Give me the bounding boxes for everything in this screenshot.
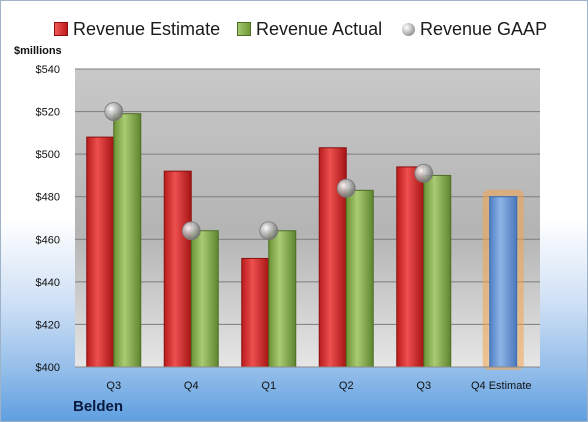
bar-revenue-actual — [423, 174, 452, 368]
x-tick-label: Q4 Estimate — [471, 380, 532, 392]
legend-swatch-circle — [402, 22, 415, 36]
y-tick-label: $440 — [36, 277, 60, 289]
y-tick-label: $540 — [36, 64, 60, 76]
x-tick-label: Q3 — [106, 380, 121, 392]
y-tick-label: $460 — [36, 234, 60, 246]
company-name: Belden — [73, 398, 124, 415]
legend-swatch-green — [237, 22, 251, 36]
gaap-markers — [104, 102, 434, 241]
gaap-marker — [104, 102, 124, 121]
y-axis-unit-label: $millions — [14, 45, 62, 57]
legend-label-gaap: Revenue GAAP — [420, 18, 548, 39]
legend-swatch-red — [54, 22, 68, 36]
legend-label-estimate: Revenue Estimate — [73, 18, 221, 39]
bar-revenue-actual — [113, 113, 142, 368]
bar-revenue-estimate — [163, 170, 192, 368]
gaap-marker — [336, 178, 356, 198]
y-tick-label: $480 — [36, 192, 60, 204]
legend: Revenue Estimate Revenue Actual Revenue … — [1, 16, 587, 42]
x-tick-label: Q3 — [416, 380, 431, 392]
bar-revenue-actual — [190, 230, 219, 368]
bar-revenue-actual — [345, 189, 374, 368]
x-tick-label: Q4 — [184, 380, 199, 392]
x-tick-label: Q2 — [339, 380, 354, 392]
x-tick-label: Q1 — [261, 380, 276, 392]
legend-item-revenue-estimate: Revenue Estimate — [54, 16, 220, 42]
bar-revenue-estimate — [241, 257, 270, 368]
bar-revenue-actual — [268, 230, 297, 368]
gaap-marker — [181, 221, 201, 241]
x-axis-ticks: Q3 Q4 Q1 Q2 Q3 Q4 Estimate — [106, 380, 531, 392]
gaap-marker — [259, 221, 279, 241]
y-axis-ticks: $400 $420 $440 $460 $480 $500 $520 $540 — [36, 64, 60, 374]
bar-future-estimate — [489, 196, 518, 368]
gaap-marker — [414, 163, 434, 183]
legend-item-revenue-actual: Revenue Actual — [237, 16, 382, 42]
legend-label-actual: Revenue Actual — [256, 18, 383, 39]
y-tick-label: $520 — [36, 107, 60, 119]
legend-item-revenue-gaap: Revenue GAAP — [402, 16, 547, 42]
plot-area — [75, 69, 540, 367]
y-tick-label: $400 — [36, 362, 60, 374]
bar-revenue-estimate — [86, 136, 115, 368]
bar-revenue-estimate — [396, 166, 425, 368]
y-tick-label: $500 — [36, 149, 60, 161]
y-tick-label: $420 — [36, 319, 60, 331]
gridlines — [75, 68, 540, 325]
bars — [86, 113, 524, 370]
